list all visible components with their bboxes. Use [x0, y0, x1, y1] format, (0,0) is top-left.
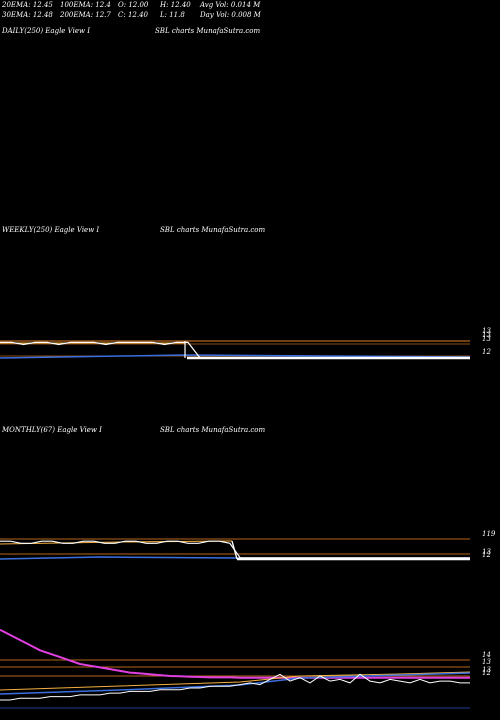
- bottom-ytick: 13: [482, 666, 491, 674]
- stat-low: L: 11.8: [160, 11, 185, 19]
- weekly-label: WEEKLY(250) Eagle View I: [2, 226, 100, 234]
- weekly-ytick: 13: [482, 335, 491, 343]
- bottom-ytick: 13: [482, 658, 491, 666]
- weekly-ytick: 13: [482, 331, 491, 339]
- stat-ema100: 100EMA: 12.4: [60, 1, 111, 9]
- bottom-ytick: 14: [482, 651, 491, 659]
- stat-ema20: 20EMA: 12.45: [2, 1, 53, 9]
- stat-ema30: 30EMA: 12.48: [2, 11, 53, 19]
- daily-label: DAILY(250) Eagle View I: [2, 27, 90, 35]
- stat-high: H: 12.40: [160, 1, 191, 9]
- bottom-price-line: [0, 673, 470, 701]
- stat-ema200: 200EMA: 12.7: [60, 11, 111, 19]
- weekly-ytick: 12: [482, 348, 491, 356]
- bottom-ema-magenta-line: [0, 628, 470, 679]
- monthly-label: MONTHLY(67) Eagle View I: [2, 426, 102, 434]
- monthly-ytick: 13: [482, 548, 491, 556]
- weekly-source: SBL charts MunafaSutra.com: [160, 226, 266, 234]
- monthly-panel-label: MONTHLY(67) Eagle View I: [2, 426, 102, 434]
- daily-panel-label: DAILY(250) Eagle View I: [2, 27, 90, 35]
- stats-header: 20EMA: 12.45 100EMA: 12.4 O: 12.00 H: 12…: [0, 0, 500, 24]
- weekly-ytick: 13: [482, 327, 491, 335]
- stat-avg-vol: Avg Vol: 0.014 M: [200, 1, 261, 9]
- monthly-ytick: 119: [482, 530, 496, 538]
- monthly-ytick: 12: [482, 551, 491, 559]
- stat-open: O: 12.00: [118, 1, 149, 9]
- weekly-panel-label: WEEKLY(250) Eagle View I: [2, 226, 99, 234]
- bottom-ytick: 12: [482, 669, 491, 677]
- bottom-ema-long-line: [0, 672, 471, 695]
- stat-day-vol: Day Vol: 0.008 M: [200, 11, 261, 19]
- daily-source: SBL charts MunafaSutra.com: [155, 27, 261, 35]
- stat-close: C: 12.40: [118, 11, 148, 19]
- monthly-drop-line: [231, 540, 238, 560]
- monthly-source: SBL charts MunafaSutra.com: [160, 426, 266, 434]
